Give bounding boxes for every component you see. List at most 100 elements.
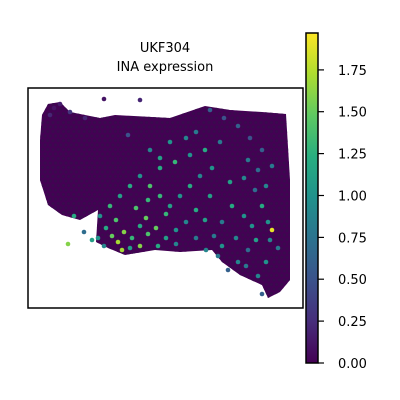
tissue-spot	[72, 147, 76, 152]
tissue-spot	[48, 152, 53, 156]
tissue-spot	[225, 116, 229, 120]
tissue-spot	[134, 201, 138, 206]
tissue-spot	[126, 116, 130, 120]
tissue-spot	[228, 165, 232, 170]
expression-point	[229, 203, 235, 209]
tissue-spot	[72, 129, 76, 134]
tissue-spot	[262, 269, 266, 273]
tissue-spot	[134, 183, 138, 188]
tissue-spot	[272, 143, 276, 147]
tissue-spot	[59, 134, 63, 138]
tissue-spot	[126, 224, 130, 228]
tissue-spot	[186, 120, 190, 125]
tissue-spot	[150, 138, 154, 143]
tissue-spot	[259, 219, 263, 224]
tissue-spot	[98, 219, 102, 224]
tissue-spot	[277, 242, 281, 246]
tissue-spot	[280, 219, 284, 224]
tissue-spot	[132, 152, 136, 156]
tissue-spot	[64, 143, 68, 147]
tissue-spot	[191, 111, 195, 116]
tissue-spot	[176, 129, 180, 134]
tissue-spot	[119, 120, 123, 125]
tissue-spot	[191, 192, 195, 197]
tissue-spot	[100, 170, 104, 174]
tissue-spot	[72, 165, 76, 170]
tissue-spot	[199, 134, 203, 138]
tissue-spot	[285, 192, 289, 197]
tissue-spot	[189, 215, 193, 219]
tissue-spot	[87, 156, 91, 161]
tissue-spot	[251, 152, 255, 156]
tissue-spot	[275, 219, 279, 224]
tissue-spot	[233, 174, 237, 179]
expression-point	[97, 213, 103, 219]
tissue-spot	[230, 242, 234, 246]
tissue-spot	[137, 134, 141, 138]
tissue-spot	[225, 233, 229, 237]
tissue-spot	[173, 116, 177, 120]
tissue-spot	[223, 228, 227, 233]
tissue-spot	[59, 143, 63, 147]
tissue-spot	[106, 143, 110, 147]
expression-point	[117, 193, 123, 199]
tissue-spot	[277, 170, 281, 174]
expression-point	[245, 247, 251, 253]
tissue-spot	[225, 215, 229, 219]
tissue-spot	[277, 224, 281, 228]
tissue-spot	[137, 215, 141, 219]
tissue-spot	[116, 161, 120, 165]
tissue-spot	[173, 197, 177, 201]
tissue-spot	[160, 237, 164, 242]
tissue-spot	[61, 138, 65, 143]
tissue-spot	[134, 246, 138, 251]
tissue-spot	[225, 260, 229, 264]
tissue-spot	[256, 143, 260, 147]
tissue-spot	[54, 179, 58, 183]
tissue-spot	[249, 111, 253, 116]
tissue-spot	[178, 116, 182, 120]
tissue-spot	[254, 210, 258, 215]
tissue-spot	[275, 129, 279, 134]
expression-point	[233, 235, 239, 241]
tissue-spot	[275, 183, 279, 188]
tissue-spot	[111, 161, 115, 165]
tissue-spot	[134, 210, 138, 215]
tissue-spot	[121, 242, 125, 246]
tissue-spot	[220, 215, 224, 219]
tissue-spot	[267, 206, 271, 210]
tissue-spot	[259, 111, 263, 116]
tissue-spot	[199, 215, 203, 219]
tissue-spot	[230, 125, 234, 129]
tissue-spot	[288, 269, 290, 273]
tissue-spot	[116, 197, 120, 201]
tissue-spot	[262, 170, 266, 174]
tissue-spot	[181, 183, 185, 188]
tissue-spot	[262, 251, 266, 255]
colorbar	[305, 32, 319, 364]
tissue-spot	[137, 116, 141, 120]
tissue-spot	[269, 120, 273, 125]
tissue-spot	[61, 147, 65, 152]
tissue-spot	[256, 251, 260, 255]
expression-point	[207, 107, 213, 113]
tissue-spot	[259, 138, 263, 143]
tissue-spot	[288, 224, 290, 228]
tissue-spot	[228, 120, 232, 125]
tissue-spot	[59, 152, 63, 156]
tissue-spot	[129, 174, 133, 179]
tissue-spot	[119, 210, 123, 215]
tissue-spot	[95, 188, 99, 192]
tissue-spot	[249, 273, 253, 278]
tissue-spot	[189, 179, 193, 183]
tissue-spot	[238, 210, 242, 215]
tissue-spot	[69, 206, 73, 210]
tissue-spot	[46, 147, 50, 152]
tissue-spot	[168, 179, 172, 183]
tissue-spot	[158, 125, 162, 129]
expression-point	[197, 173, 203, 179]
tissue-spot	[69, 143, 73, 147]
tissue-spot	[243, 138, 247, 143]
tissue-spot	[155, 237, 159, 242]
